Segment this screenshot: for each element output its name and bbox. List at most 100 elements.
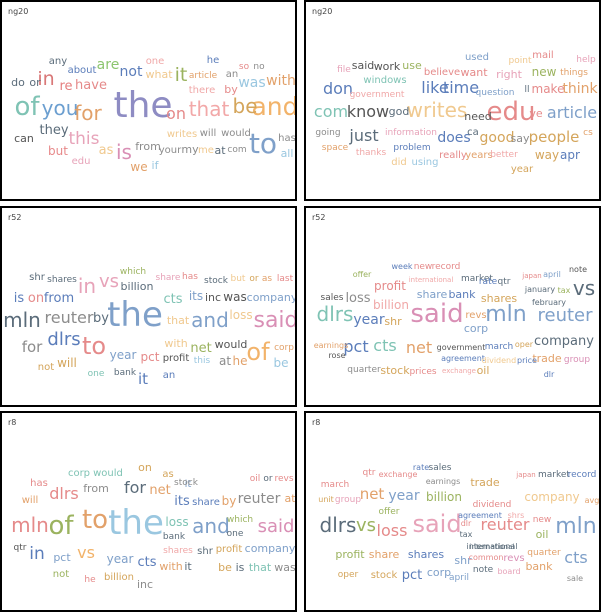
word-by: by — [224, 83, 238, 96]
word-pct: pct — [343, 337, 368, 356]
word-edu: edu — [72, 156, 91, 167]
word-quarter: quarter — [527, 548, 561, 558]
word-your: your — [159, 145, 182, 156]
word-and: and — [192, 514, 230, 538]
word-revs: revs — [503, 553, 524, 564]
word-said: said — [410, 299, 463, 329]
word-reuter: reuter — [481, 515, 530, 534]
word-profit: profit — [163, 353, 190, 364]
word-way: way — [535, 148, 559, 162]
word-dlr: dlr — [544, 370, 555, 379]
word-in: in — [29, 544, 45, 564]
word-earnings: earnings — [314, 341, 349, 350]
word-me: me — [198, 145, 214, 156]
word-or: or — [29, 76, 41, 89]
word-sales: sales — [321, 293, 344, 303]
word-point: point — [509, 56, 532, 66]
word-dividend: dividend — [482, 356, 516, 365]
word-company: company — [245, 542, 296, 555]
word-edu: edu — [487, 97, 536, 127]
word-loss: loss — [165, 515, 188, 529]
word-which: which — [227, 515, 253, 525]
word-would: would — [93, 468, 123, 479]
word-week: week — [391, 262, 412, 271]
word-pct: pct — [141, 350, 160, 364]
word-oil: oil — [477, 364, 490, 377]
wordcloud-svg: the of to mln and said vs in dlrs for reuter itsnet… — [11, 461, 296, 591]
word-an: an — [226, 69, 238, 80]
word-he: he — [233, 354, 248, 368]
word-pct: pct — [402, 568, 423, 583]
word-cts: cts — [373, 336, 396, 355]
word-cs: cs — [583, 128, 593, 138]
word-god: god — [389, 105, 410, 118]
word-will: will — [200, 128, 217, 139]
word-which: which — [120, 267, 146, 277]
word-company: company — [247, 291, 297, 304]
word-stock: stock — [174, 478, 199, 488]
word-be: be — [233, 94, 258, 118]
word-oper: oper — [338, 570, 359, 580]
word-is: is — [236, 561, 245, 574]
word-they: they — [39, 123, 68, 138]
word-stock: stock — [371, 570, 398, 581]
word-year: year — [388, 488, 419, 504]
word-agreement: agreement — [441, 354, 485, 363]
word-international: international — [409, 276, 454, 284]
word-reuter: reuter — [45, 308, 94, 327]
word-cts: cts — [137, 555, 156, 570]
word-to: to — [82, 505, 108, 535]
word-international: international — [470, 543, 515, 551]
word-offer: offer — [379, 507, 400, 517]
word-mln: mln — [485, 302, 527, 327]
word-rose: rose — [328, 351, 345, 360]
word-if: if — [152, 159, 160, 172]
word-has: has — [182, 272, 198, 282]
word-one: one — [88, 369, 105, 379]
word-for: for — [124, 478, 146, 497]
word-of: of — [48, 511, 74, 541]
panel-2: ng20 edu writes article com know like time don j… — [304, 0, 601, 201]
word-on: on — [166, 104, 186, 123]
word-there: there — [189, 85, 215, 96]
word-march: march — [485, 342, 513, 352]
word-shr: shr — [454, 554, 472, 567]
word-bank: bank — [525, 560, 553, 573]
word-trade: trade — [470, 476, 500, 489]
word-stock: stock — [380, 364, 410, 377]
panel-title: r52 — [312, 213, 326, 222]
word-profit: profit — [374, 279, 406, 293]
word-group: group — [564, 355, 590, 365]
word-year: year — [353, 312, 384, 328]
word-company: company — [534, 334, 594, 349]
word-pct: pct — [53, 551, 71, 564]
word-common: common — [469, 553, 504, 562]
word-profit: profit — [335, 548, 365, 561]
word-bank: bank — [163, 532, 186, 542]
word-profit: profit — [216, 544, 243, 555]
word-tax: tax — [558, 286, 571, 295]
word-reuter: reuter — [537, 305, 593, 326]
word-loss: loss — [377, 521, 408, 540]
wordcloud-svg: said mln dlrs vs reuter loss cts net year billion… — [318, 463, 599, 583]
word-from: from — [44, 291, 74, 306]
word-has: has — [278, 133, 296, 144]
word-february: february — [532, 298, 566, 307]
word-things: things — [560, 68, 588, 78]
word-the: the — [113, 85, 172, 126]
panel-title: r52 — [8, 213, 22, 222]
word-you: you — [42, 96, 79, 120]
word-oil: oil — [536, 528, 549, 541]
word-corp: corp — [68, 468, 90, 479]
word-shr: shr — [197, 546, 214, 557]
word-shr: shr — [29, 272, 46, 283]
word-cts: cts — [163, 292, 182, 307]
word-net: net — [360, 485, 385, 503]
word-april: april — [449, 573, 469, 583]
word-revs: revs — [465, 310, 486, 321]
word-think: think — [562, 81, 598, 97]
word-just: just — [348, 126, 378, 145]
word-my: my — [181, 143, 199, 156]
word-believe: believe — [424, 67, 460, 78]
word-one: one — [227, 529, 244, 539]
